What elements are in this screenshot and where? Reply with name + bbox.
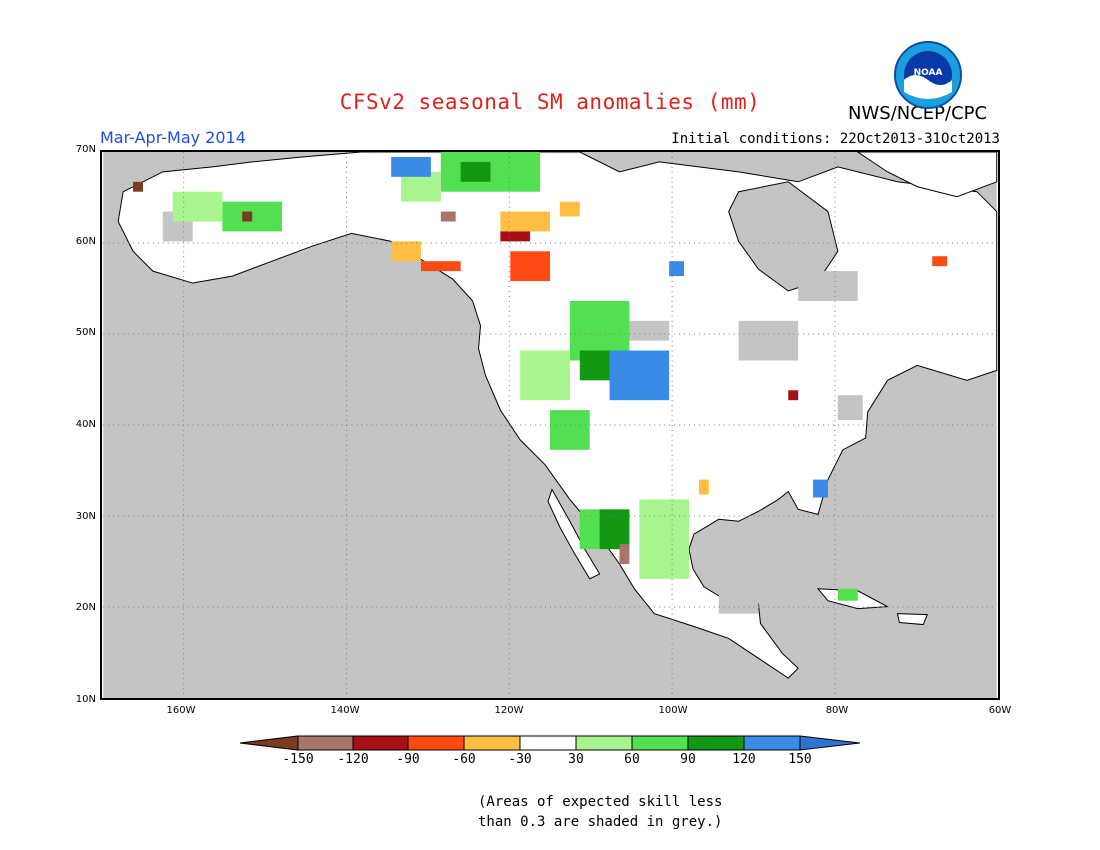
colorbar-swatch-5 bbox=[519, 735, 577, 751]
colorbar-label: -30 bbox=[508, 752, 532, 767]
colorbar-swatch-0 bbox=[240, 735, 299, 751]
lat-label-40n: 40N bbox=[75, 419, 96, 430]
baja-california bbox=[547, 488, 601, 580]
greenland bbox=[856, 152, 998, 198]
colorbar bbox=[240, 735, 860, 751]
skill-note-line-2: than 0.3 are shaded in grey.) bbox=[478, 814, 723, 830]
colorbar-swatch-4 bbox=[463, 735, 521, 751]
initial-conditions-label: Initial conditions: 22Oct2013-31Oct2013 bbox=[671, 131, 1000, 147]
lon-label-120w: 120W bbox=[494, 705, 524, 716]
lon-label-160w: 160W bbox=[166, 705, 196, 716]
colorbar-label: 150 bbox=[788, 752, 812, 767]
colorbar-label: 60 bbox=[624, 752, 640, 767]
logo-text: NOAA bbox=[914, 68, 943, 78]
anomaly-map bbox=[100, 150, 1000, 700]
colorbar-swatch-10 bbox=[799, 735, 860, 751]
lat-label-30n: 30N bbox=[75, 511, 96, 522]
map-title: CFSv2 seasonal SM anomalies (mm) bbox=[339, 90, 761, 114]
lon-label-100w: 100W bbox=[658, 705, 688, 716]
anomaly-cells bbox=[133, 152, 948, 601]
skill-note-line-1: (Areas of expected skill less bbox=[478, 794, 723, 810]
lon-label-80w: 80W bbox=[825, 705, 849, 716]
colorbar-label: -60 bbox=[452, 752, 476, 767]
colorbar-swatch-9 bbox=[743, 735, 801, 751]
skill-note: (Areas of expected skill less than 0.3 a… bbox=[478, 792, 722, 832]
lon-label-60w: 60W bbox=[988, 705, 1012, 716]
agency-label: NWS/NCEP/CPC bbox=[848, 103, 988, 124]
lat-label-70n: 70N bbox=[75, 144, 96, 155]
lon-label-140w: 140W bbox=[330, 705, 360, 716]
colorbar-swatch-1 bbox=[297, 735, 354, 751]
lat-label-60n: 60N bbox=[75, 236, 96, 247]
colorbar-label: 90 bbox=[680, 752, 696, 767]
skill-mask bbox=[162, 211, 863, 614]
lat-label-20n: 20N bbox=[75, 602, 96, 613]
lat-label-50n: 50N bbox=[75, 327, 96, 338]
colorbar-swatch-8 bbox=[687, 735, 745, 751]
colorbar-swatch-3 bbox=[407, 735, 465, 751]
noaa-logo: NOAA bbox=[894, 41, 962, 109]
colorbar-label: -150 bbox=[282, 752, 314, 767]
colorbar-swatch-2 bbox=[352, 735, 409, 751]
colorbar-swatch-6 bbox=[575, 735, 633, 751]
hispaniola bbox=[896, 613, 928, 626]
season-label: Mar-Apr-May 2014 bbox=[100, 128, 246, 147]
colorbar-label: 120 bbox=[732, 752, 756, 767]
lat-label-10n: 10N bbox=[75, 694, 96, 705]
colorbar-label: -120 bbox=[337, 752, 369, 767]
colorbar-label: 30 bbox=[568, 752, 584, 767]
colorbar-label: -90 bbox=[396, 752, 420, 767]
colorbar-swatch-7 bbox=[631, 735, 689, 751]
graticule bbox=[103, 152, 997, 698]
